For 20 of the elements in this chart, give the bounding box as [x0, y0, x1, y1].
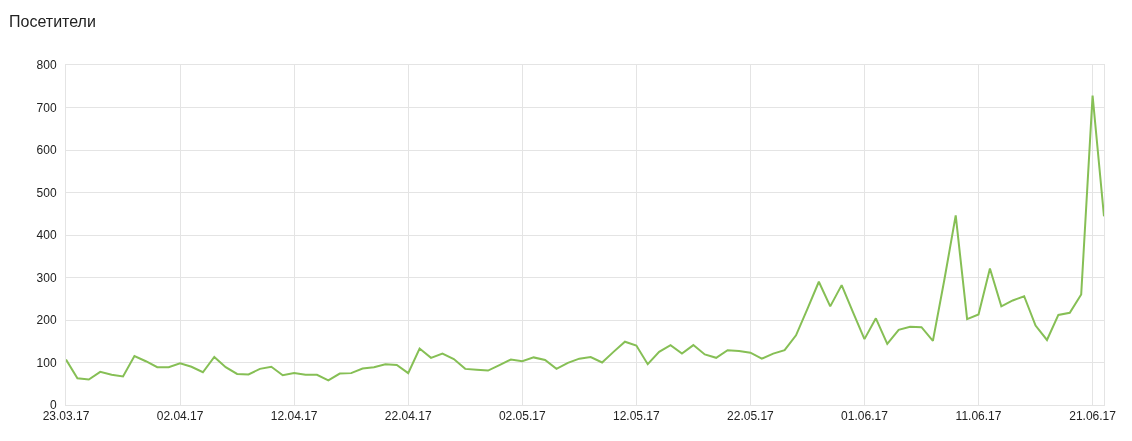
y-tick-label: 100 [36, 355, 57, 370]
x-tick-label: 11.06.17 [955, 409, 1002, 424]
x-tick-label: 12.05.17 [612, 409, 661, 424]
x-tick-label: 21.06.17 [1069, 409, 1117, 424]
line-series [66, 94, 1104, 382]
y-tick-label: 300 [36, 270, 57, 285]
y-tick-label: 600 [36, 143, 57, 158]
y-tick-label: 200 [36, 313, 57, 328]
chart-title: Посетители [9, 12, 96, 30]
y-tick-label: 400 [36, 228, 57, 243]
x-tick-label: 01.06.17 [841, 409, 889, 424]
x-tick-label: 12.04.17 [270, 409, 318, 424]
y-tick-label: 800 [36, 58, 57, 73]
x-tick-label: 02.05.17 [498, 409, 546, 424]
x-tick-label: 23.03.17 [42, 409, 90, 424]
x-tick-label: 22.04.17 [384, 409, 432, 424]
x-tick-label: 22.05.17 [727, 409, 775, 424]
x-tick-label: 02.04.17 [156, 409, 204, 424]
y-tick-label: 500 [36, 185, 57, 200]
y-tick-label: 700 [36, 100, 57, 115]
